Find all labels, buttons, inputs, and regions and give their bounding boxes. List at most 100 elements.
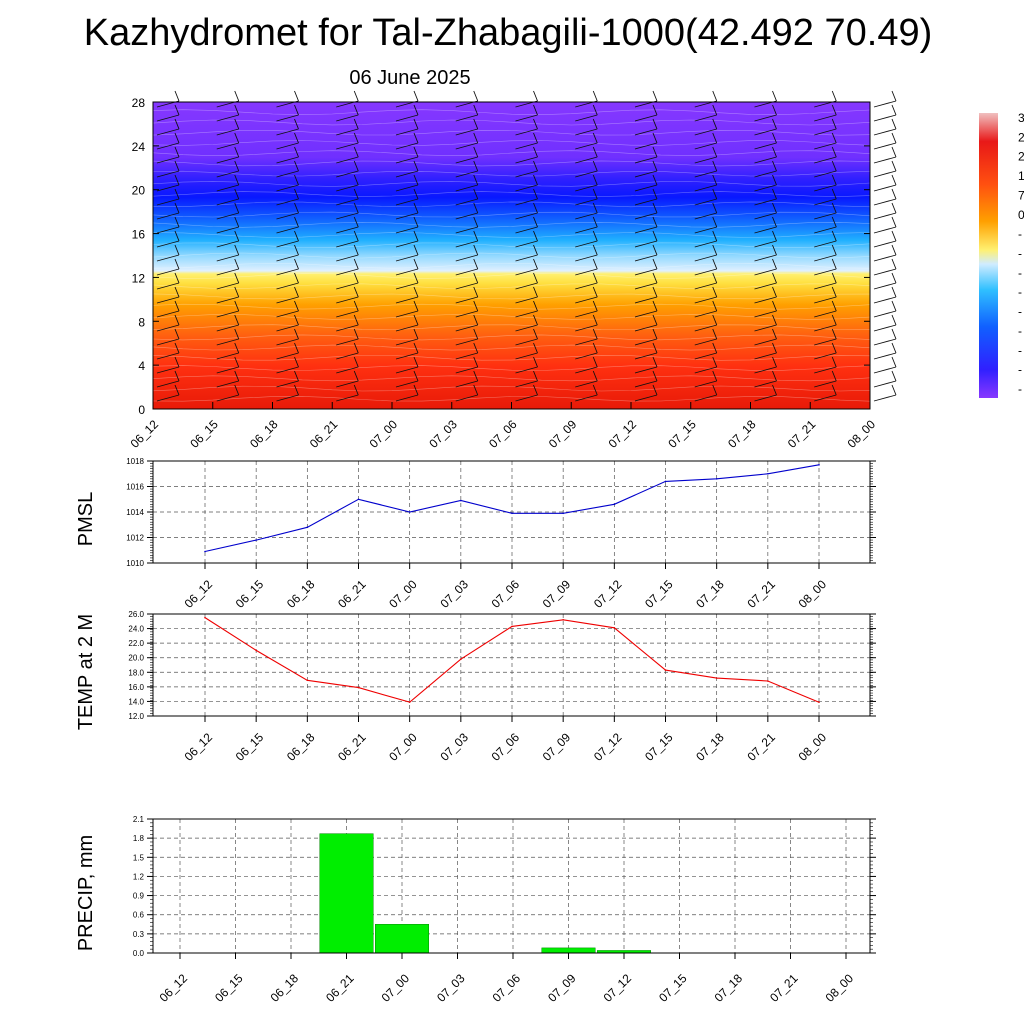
- wind-barb-staff: [694, 254, 717, 262]
- wind-barb-staff: [395, 296, 419, 304]
- wind-barb-feather: [174, 258, 180, 270]
- wind-barb-feather: [592, 90, 598, 102]
- wind-barb-feather: [652, 244, 658, 256]
- wind-barb-staff: [575, 310, 598, 318]
- heatmap-field: [153, 102, 870, 409]
- wind-barb-staff: [336, 324, 359, 332]
- wind-barb-feather: [533, 384, 538, 396]
- wind-barb: [575, 342, 598, 360]
- wind-barb: [694, 118, 718, 136]
- wind-barb: [455, 230, 479, 248]
- wind-barb-staff: [515, 114, 538, 122]
- temp-data-point: [408, 701, 411, 703]
- wind-barb: [395, 286, 419, 304]
- wind-barb: [156, 272, 180, 290]
- wind-barb: [216, 300, 240, 318]
- precip-x-tick-label: 07_06: [490, 971, 524, 1005]
- wind-barb: [276, 216, 299, 234]
- heatmap-x-tick-label: 08_00: [845, 417, 879, 451]
- wind-barb: [575, 174, 598, 192]
- wind-barb-staff: [634, 324, 658, 332]
- wind-barb: [276, 244, 299, 262]
- wind-barb: [694, 216, 718, 234]
- wind-barb: [873, 356, 897, 374]
- wind-barb: [873, 328, 897, 346]
- wind-barb-feather: [353, 272, 359, 284]
- wind-barb-feather: [652, 132, 658, 144]
- wind-barb-staff: [694, 142, 717, 150]
- wind-barb-feather: [592, 230, 598, 242]
- wind-barb: [336, 286, 359, 304]
- wind-barb: [754, 258, 777, 276]
- wind-barb-staff: [336, 240, 359, 248]
- wind-barb-staff: [754, 128, 777, 136]
- wind-barb-feather: [473, 356, 479, 368]
- wind-barb-feather: [772, 230, 777, 242]
- heatmap-x-tick-label: 06_12: [128, 417, 162, 451]
- wind-barb-feather: [174, 342, 180, 354]
- wind-barb: [156, 230, 180, 248]
- colorbar-label: 1: [1018, 169, 1024, 183]
- wind-barb-staff: [634, 254, 658, 262]
- wind-barb-feather: [473, 286, 479, 298]
- temp-x-tick-label: 06_12: [182, 730, 216, 764]
- wind-barb: [455, 216, 479, 234]
- wind-barb: [276, 132, 299, 150]
- wind-barb: [634, 300, 658, 318]
- wind-barb: [276, 356, 299, 374]
- wind-barb-feather: [533, 244, 538, 256]
- wind-barb-staff: [694, 198, 717, 206]
- wind-barb: [156, 146, 180, 164]
- wind-barb: [873, 104, 897, 122]
- wind-barb-feather: [473, 216, 479, 228]
- contour-line: [152, 170, 871, 177]
- wind-barb-feather: [413, 342, 419, 354]
- wind-barb-feather: [831, 230, 837, 242]
- contour-line: [152, 365, 871, 371]
- precip-y-tick-label: 1.2: [133, 872, 145, 881]
- wind-barb-feather: [772, 174, 777, 186]
- wind-barb-feather: [174, 104, 180, 116]
- wind-barb: [216, 132, 240, 150]
- wind-barb: [336, 230, 359, 248]
- precip-bar: [541, 947, 596, 954]
- wind-barb: [455, 356, 479, 374]
- wind-barb: [814, 174, 837, 192]
- wind-barb-feather: [174, 146, 180, 158]
- pmsl-panel: 1010 1012 1014 1016 1018 06_12 06_15 06_18 06_21…: [75, 457, 876, 611]
- wind-barb-staff: [395, 128, 419, 136]
- wind-barb-staff: [156, 380, 180, 388]
- wind-barb-feather: [413, 132, 419, 144]
- wind-barb-feather: [473, 314, 479, 326]
- wind-barb-staff: [216, 324, 239, 332]
- wind-barb: [694, 230, 718, 248]
- wind-barb-feather: [294, 174, 299, 186]
- wind-barb-feather: [234, 286, 240, 298]
- wind-barb: [395, 328, 419, 346]
- wind-barb-staff: [276, 184, 299, 192]
- wind-barb-staff: [694, 296, 717, 304]
- wind-barb-staff: [336, 114, 359, 122]
- wind-barb: [515, 216, 538, 234]
- contour-line: [152, 109, 871, 116]
- wind-barb: [814, 314, 837, 332]
- wind-barb: [873, 188, 897, 206]
- wind-barb-feather: [831, 384, 837, 396]
- wind-barb: [276, 314, 299, 332]
- wind-barb-staff: [156, 338, 180, 346]
- wind-barb: [515, 146, 538, 164]
- contour-line: [152, 293, 871, 300]
- wind-barb-feather: [652, 146, 658, 158]
- precip-y-tick-label: 2.1: [133, 815, 145, 824]
- wind-barb: [395, 272, 419, 290]
- wind-barb-feather: [712, 328, 718, 340]
- wind-barb-feather: [413, 216, 419, 228]
- wind-barb: [634, 244, 658, 262]
- wind-barb-feather: [413, 286, 419, 298]
- wind-barb-feather: [712, 300, 718, 312]
- wind-barb: [873, 216, 897, 234]
- wind-barb-feather: [353, 174, 359, 186]
- pmsl-data-point: [767, 472, 769, 475]
- precip-x-tick-label: 07_18: [712, 971, 746, 1005]
- wind-barb: [814, 342, 837, 360]
